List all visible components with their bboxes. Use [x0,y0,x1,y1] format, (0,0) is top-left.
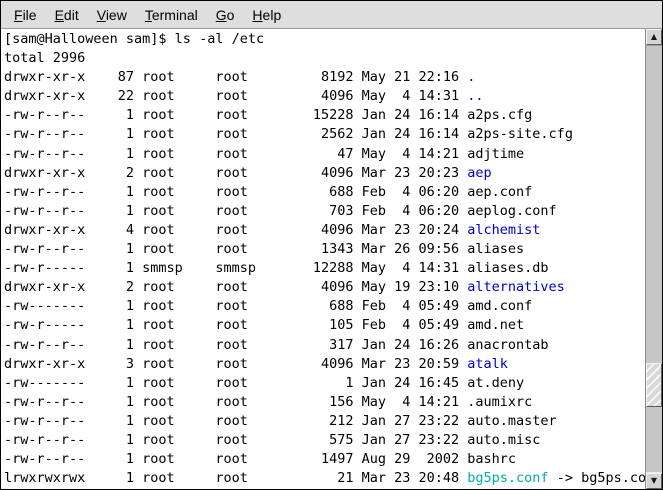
file-name: bg5ps.conf [467,470,549,487]
file-name: aeplog.conf [467,202,557,219]
terminal-content: [sam@Halloween sam]$ ls -al /etc total 2… [1,29,662,489]
file-name: bashrc [467,451,517,468]
menu-go[interactable]: Go [215,6,235,23]
scroll-down-button[interactable]: ▼ [646,473,662,489]
menu-file[interactable]: File [14,6,37,23]
terminal-screen[interactable]: [sam@Halloween sam]$ ls -al /etc total 2… [1,29,645,489]
file-name: . [467,69,476,86]
file-name: a2ps-site.cfg [467,126,573,143]
file-name: .aumixrc [467,393,533,410]
menu-bar: File Edit View Terminal Go Help [1,1,662,29]
file-name: anacrontab [467,336,549,353]
file-name: aliases.db [467,260,549,277]
file-name: aep.conf [467,183,533,200]
file-name: amd.conf [467,298,533,315]
file-name: aep [467,164,492,181]
file-name: .. [467,88,484,105]
file-name: a2ps.cfg [467,107,533,124]
scrollbar-track[interactable] [646,45,662,473]
file-name: alternatives [467,279,565,296]
menu-help[interactable]: Help [252,6,282,23]
file-name: amd.net [467,317,525,334]
file-name: auto.misc [467,431,541,448]
menu-edit[interactable]: Edit [54,6,79,23]
file-name: auto.master [467,412,557,429]
file-name: atalk [467,355,508,372]
menu-view[interactable]: View [96,6,127,23]
menu-terminal[interactable]: Terminal [144,6,198,23]
file-name: aliases [467,241,525,258]
down-arrow-icon: ▼ [650,476,658,485]
scrollbar[interactable]: ▲ ▼ [645,29,662,489]
file-name: adjtime [467,145,525,162]
terminal-output: [sam@Halloween sam]$ ls -al /etc total 2… [4,31,645,487]
file-name: alchemist [467,221,541,238]
scrollbar-thumb[interactable] [646,363,662,407]
up-arrow-icon: ▲ [650,32,658,41]
file-name: at.deny [467,374,525,391]
scroll-up-button[interactable]: ▲ [646,29,662,45]
